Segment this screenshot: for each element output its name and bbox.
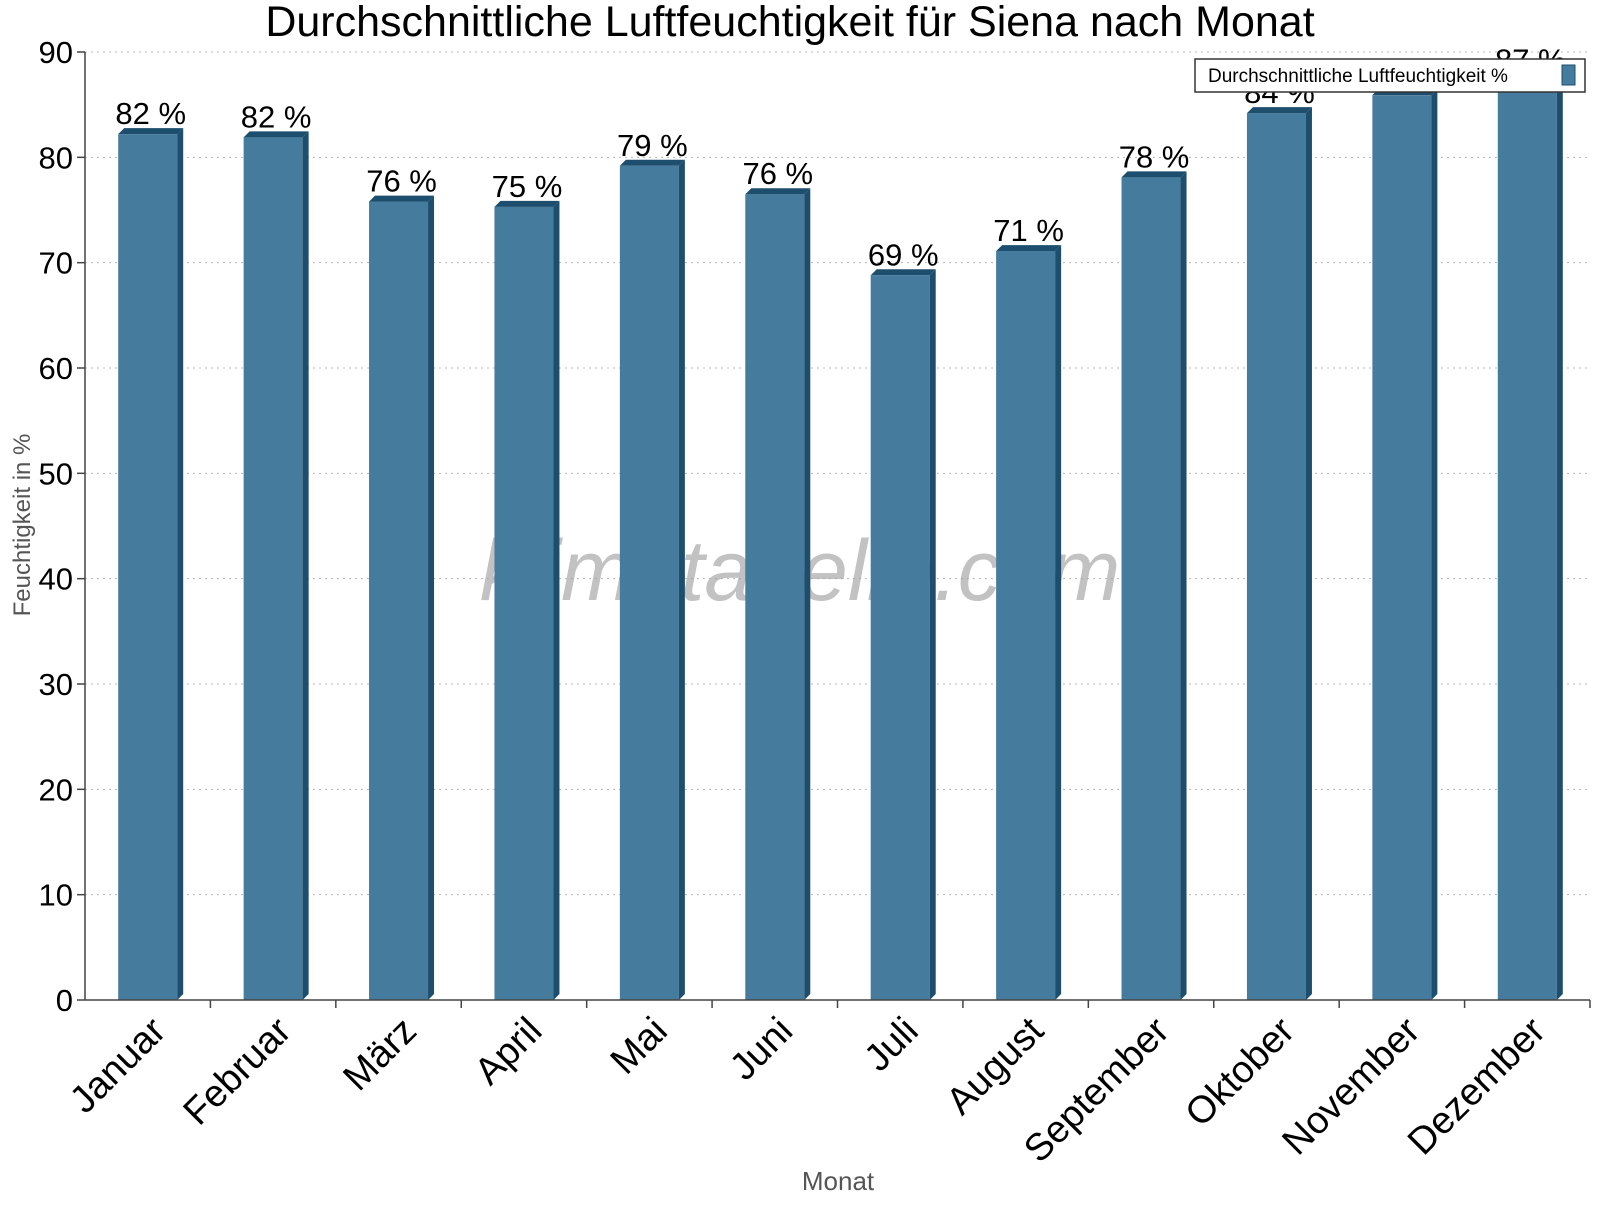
grid-layer [85, 51, 1590, 896]
bar-value-label: 76 % [366, 164, 437, 199]
bar [1372, 95, 1432, 1001]
bar-side-face [804, 188, 811, 1000]
bar-side-face [428, 195, 435, 1000]
legend: Durchschnittliche Luftfeuchtigkeit % [1194, 58, 1586, 93]
x-tick-label: Juli [857, 1010, 927, 1080]
y-tick-label: 60 [39, 351, 73, 386]
bar-value-label: 82 % [241, 99, 312, 134]
x-tick-label: Mai [603, 1010, 676, 1083]
y-tick-label: 30 [39, 667, 73, 702]
bar-value-label: 78 % [1119, 139, 1190, 174]
bar-value-label: 79 % [617, 128, 688, 163]
x-tick-label: April [467, 1010, 550, 1093]
bar-side-face [553, 200, 560, 1001]
bar [619, 165, 679, 1000]
bar [1121, 177, 1181, 1000]
bar-value-label: 82 % [115, 96, 186, 131]
x-tick-label: Juni [722, 1010, 801, 1089]
bar-top-face [243, 131, 309, 138]
bar [118, 134, 178, 1000]
bar-top-face [870, 269, 936, 276]
bar [369, 201, 429, 1000]
bar-side-face [177, 128, 184, 1000]
x-tick-label: Januar [62, 1009, 174, 1121]
bar-side-face [1431, 89, 1438, 1001]
bar [1246, 113, 1306, 1001]
x-tick-label: März [335, 1010, 424, 1099]
legend-swatch [1561, 64, 1576, 86]
bar-top-face [1246, 107, 1312, 114]
bar-side-face [302, 131, 309, 1000]
bar-side-face [929, 269, 936, 1001]
y-tick-label: 10 [39, 878, 73, 913]
y-tick-label: 50 [39, 456, 73, 491]
legend-label: Durchschnittliche Luftfeuchtigkeit % [1208, 66, 1508, 87]
x-tick-label: Oktober [1178, 1009, 1304, 1135]
bar-value-label: 76 % [742, 156, 813, 191]
y-tick-label: 40 [39, 562, 73, 597]
bar-top-face [118, 128, 184, 135]
bar [870, 275, 930, 1001]
x-tick-label: Dezember [1400, 1009, 1554, 1163]
bar-top-face [369, 195, 435, 202]
x-axis-label: Monat [802, 1166, 875, 1196]
y-tick-label: 70 [39, 246, 73, 281]
y-tick-label: 20 [39, 772, 73, 807]
y-tick-label: 0 [56, 983, 73, 1018]
bar-value-label: 69 % [868, 237, 939, 272]
y-tick-label: 80 [39, 140, 73, 175]
bar-top-face [745, 188, 811, 195]
bar [745, 194, 805, 1000]
bar-value-label: 71 % [993, 213, 1064, 248]
bar-top-face [1121, 171, 1187, 178]
y-tick-label: 90 [39, 35, 73, 70]
bar-side-face [678, 159, 685, 1000]
x-tick-label: August [939, 1009, 1053, 1123]
legend-box [1194, 58, 1586, 93]
x-tick-label: Februar [176, 1009, 300, 1133]
bars-layer: 82 %82 %76 %75 %79 %76 %69 %71 %78 %84 %… [115, 42, 1566, 1001]
bar-value-label: 75 % [492, 169, 563, 204]
bar-side-face [1556, 74, 1563, 1000]
chart-title: Durchschnittliche Luftfeuchtigkeit für S… [265, 0, 1314, 46]
bar [494, 206, 554, 1001]
bar-top-face [619, 159, 685, 166]
bar-top-face [996, 245, 1062, 252]
bar-top-face [494, 200, 560, 207]
bar-side-face [1180, 171, 1187, 1000]
bar [1497, 80, 1557, 1000]
y-axis-label: Feuchtigkeit in % [9, 434, 36, 617]
bar [996, 251, 1056, 1000]
bar-side-face [1055, 245, 1062, 1000]
bar [243, 137, 303, 1000]
bar-side-face [1305, 107, 1312, 1001]
